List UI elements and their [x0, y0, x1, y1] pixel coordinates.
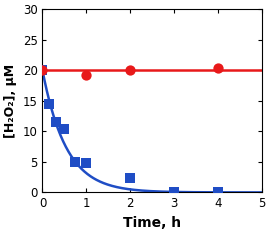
Point: [84, 161, 89, 165]
Point: [62, 127, 67, 131]
Point: [172, 190, 176, 193]
Point: [53, 120, 58, 124]
Point: [128, 176, 133, 180]
X-axis label: Time, h: Time, h: [123, 216, 181, 230]
Point: [84, 73, 89, 76]
Point: [40, 68, 45, 72]
Point: [128, 68, 133, 72]
Point: [216, 66, 220, 70]
Point: [40, 68, 45, 72]
Y-axis label: [H₂O₂], μM: [H₂O₂], μM: [4, 64, 17, 138]
Point: [216, 190, 220, 193]
Point: [73, 160, 77, 164]
Point: [47, 102, 51, 106]
